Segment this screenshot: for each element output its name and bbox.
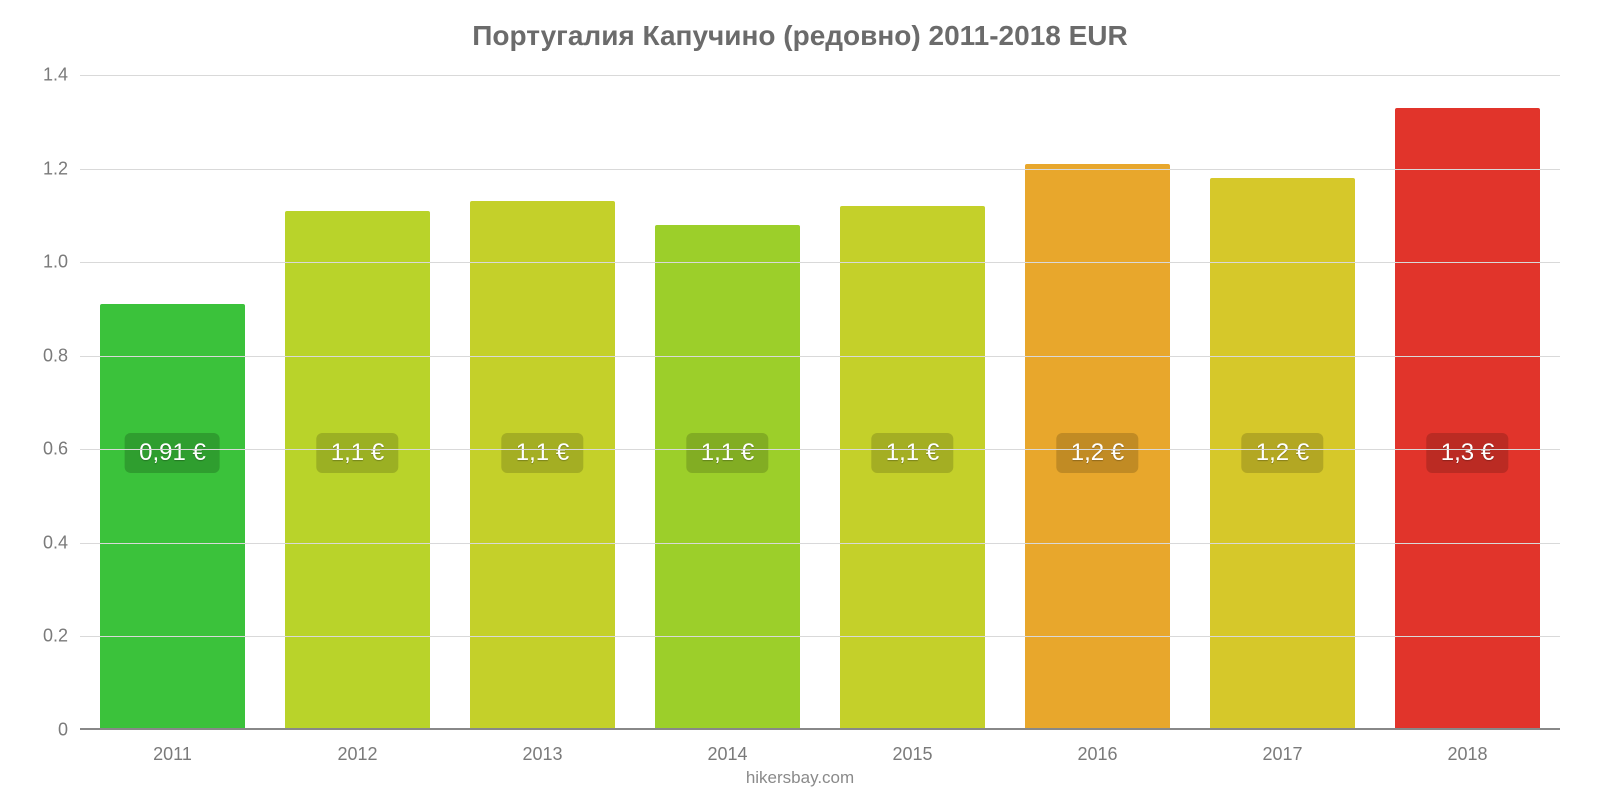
bar-value-label: 1,2 € bbox=[1057, 433, 1138, 473]
y-tick-label: 1.4 bbox=[43, 65, 80, 86]
y-tick-label: 1.2 bbox=[43, 158, 80, 179]
bar-value-label: 1,1 € bbox=[872, 433, 953, 473]
x-tick-label: 2012 bbox=[337, 730, 377, 765]
y-tick-label: 0.2 bbox=[43, 626, 80, 647]
bar: 1,2 € bbox=[1210, 178, 1354, 730]
bar-value-label: 1,1 € bbox=[317, 433, 398, 473]
bar: 1,1 € bbox=[285, 211, 429, 730]
y-tick-label: 0.8 bbox=[43, 345, 80, 366]
source-label: hikersbay.com bbox=[0, 768, 1600, 788]
grid-line bbox=[80, 449, 1560, 450]
bar-slot: 1,2 €2017 bbox=[1190, 75, 1375, 730]
bar-slot: 1,3 €2018 bbox=[1375, 75, 1560, 730]
x-tick-label: 2014 bbox=[707, 730, 747, 765]
grid-line bbox=[80, 636, 1560, 637]
grid-line bbox=[80, 262, 1560, 263]
bar-slot: 1,1 €2012 bbox=[265, 75, 450, 730]
grid-line bbox=[80, 543, 1560, 544]
x-tick-label: 2017 bbox=[1262, 730, 1302, 765]
x-tick-label: 2018 bbox=[1447, 730, 1487, 765]
bar: 1,2 € bbox=[1025, 164, 1169, 730]
bars-row: 0,91 €20111,1 €20121,1 €20131,1 €20141,1… bbox=[80, 75, 1560, 730]
bar: 1,1 € bbox=[655, 225, 799, 730]
y-tick-label: 0.6 bbox=[43, 439, 80, 460]
bar-value-label: 1,1 € bbox=[502, 433, 583, 473]
bar-value-label: 0,91 € bbox=[125, 433, 220, 473]
grid-line bbox=[80, 356, 1560, 357]
bar-slot: 0,91 €2011 bbox=[80, 75, 265, 730]
plot-area: 0,91 €20111,1 €20121,1 €20131,1 €20141,1… bbox=[80, 75, 1560, 730]
chart-title: Португалия Капучино (редовно) 2011-2018 … bbox=[0, 0, 1600, 52]
grid-line bbox=[80, 75, 1560, 76]
x-tick-label: 2011 bbox=[153, 730, 192, 765]
y-tick-label: 1.0 bbox=[43, 252, 80, 273]
bar-value-label: 1,1 € bbox=[687, 433, 768, 473]
bar-value-label: 1,2 € bbox=[1242, 433, 1323, 473]
y-tick-label: 0 bbox=[58, 720, 80, 741]
bar-slot: 1,1 €2014 bbox=[635, 75, 820, 730]
bar-slot: 1,1 €2015 bbox=[820, 75, 1005, 730]
x-tick-label: 2015 bbox=[892, 730, 932, 765]
price-chart: Португалия Капучино (редовно) 2011-2018 … bbox=[0, 0, 1600, 800]
bar-value-label: 1,3 € bbox=[1427, 433, 1508, 473]
y-tick-label: 0.4 bbox=[43, 532, 80, 553]
bar: 1,1 € bbox=[840, 206, 984, 730]
x-axis-baseline bbox=[80, 728, 1560, 730]
bar: 0,91 € bbox=[100, 304, 244, 730]
grid-line bbox=[80, 169, 1560, 170]
bar: 1,1 € bbox=[470, 201, 614, 730]
bar-slot: 1,2 €2016 bbox=[1005, 75, 1190, 730]
x-tick-label: 2013 bbox=[522, 730, 562, 765]
x-tick-label: 2016 bbox=[1077, 730, 1117, 765]
bar-slot: 1,1 €2013 bbox=[450, 75, 635, 730]
